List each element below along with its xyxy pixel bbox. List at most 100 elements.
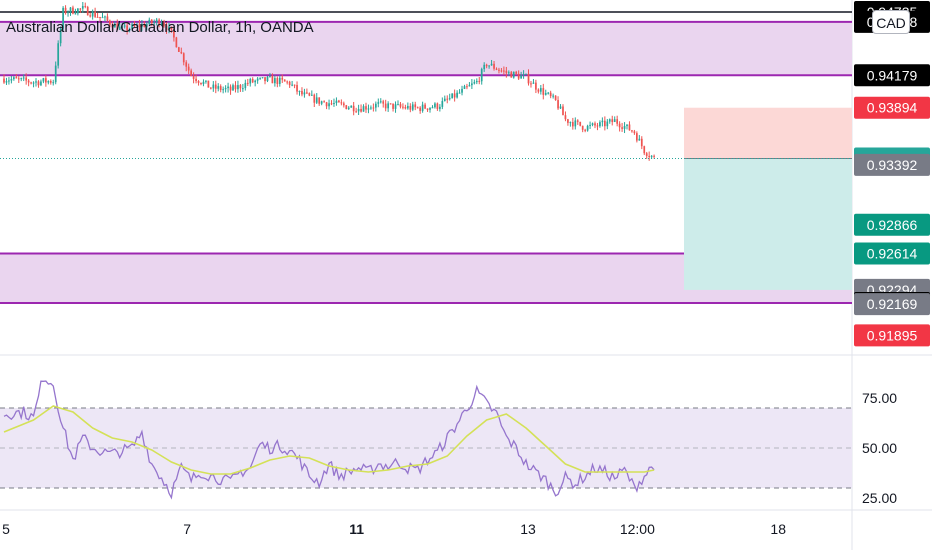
candle-body xyxy=(505,70,508,74)
candle-body xyxy=(517,73,520,79)
candle-body xyxy=(45,78,47,83)
candle-body xyxy=(493,63,495,69)
candle-body xyxy=(532,82,535,84)
candle-body xyxy=(512,71,515,78)
candle-body xyxy=(471,83,473,86)
candle-body xyxy=(49,81,52,83)
candle-body xyxy=(271,76,274,84)
candle-body xyxy=(436,103,439,109)
candle-body xyxy=(345,105,348,110)
candle-body xyxy=(520,75,522,79)
candle-body xyxy=(126,25,128,31)
candle-body xyxy=(291,84,293,86)
currency-button[interactable]: CAD xyxy=(872,10,910,34)
candle-body xyxy=(155,19,158,23)
price-label-box xyxy=(854,64,930,87)
rsi-tick-label: 50.00 xyxy=(862,440,897,456)
candle-body xyxy=(638,138,641,141)
candle-body xyxy=(239,85,242,89)
candle-body xyxy=(650,155,653,157)
time-tick-label: 12:00 xyxy=(620,521,655,537)
candle-body xyxy=(160,22,163,25)
candle-body xyxy=(535,82,537,90)
candle-body xyxy=(141,23,143,28)
price-label-box xyxy=(854,324,930,347)
candle-body xyxy=(397,104,399,106)
candle-body xyxy=(402,106,404,108)
candle-body xyxy=(128,28,131,31)
candle-body xyxy=(399,104,402,107)
candle-body xyxy=(116,23,119,30)
candle-body xyxy=(101,17,104,19)
candle-body xyxy=(52,82,55,84)
candle-body xyxy=(77,8,79,14)
candle-body xyxy=(589,124,591,126)
time-tick-label: 7 xyxy=(183,521,191,537)
candle-body xyxy=(424,104,426,109)
time-tick-label: 11 xyxy=(349,521,364,537)
candle-body xyxy=(475,80,478,83)
candle-body xyxy=(335,100,338,104)
candle-body xyxy=(530,83,532,85)
candle-body xyxy=(507,72,510,74)
candle-body xyxy=(209,87,212,89)
candle-body xyxy=(276,78,279,84)
candle-body xyxy=(232,85,234,91)
candle-body xyxy=(594,123,596,126)
price-label-box xyxy=(854,153,930,176)
candle-body xyxy=(192,75,195,79)
candle-body xyxy=(374,103,377,108)
candle-body xyxy=(274,78,276,84)
candle-body xyxy=(69,7,72,13)
candle-body xyxy=(616,119,619,124)
candle-body xyxy=(500,70,503,72)
price-label-box xyxy=(854,293,930,316)
candle-body xyxy=(434,103,436,108)
candle-body xyxy=(488,65,490,67)
candle-body xyxy=(468,85,471,87)
candle-body xyxy=(20,78,23,80)
candle-body xyxy=(261,77,264,79)
candle-body xyxy=(47,81,50,83)
candle-body xyxy=(318,97,321,104)
candle-body xyxy=(62,7,64,29)
candle-body xyxy=(17,78,20,80)
candle-body xyxy=(365,106,367,110)
rsi-line xyxy=(3,380,655,500)
candle-body xyxy=(562,106,564,116)
chart-title: Australian Dollar/Canadian Dollar, 1h, O… xyxy=(6,19,314,36)
candle-body xyxy=(229,86,232,91)
candle-body xyxy=(347,107,350,110)
candle-body xyxy=(586,125,589,131)
candle-body xyxy=(571,122,574,127)
candle-body xyxy=(567,119,569,123)
candle-body xyxy=(131,24,133,29)
candle-body xyxy=(246,82,249,84)
candle-body xyxy=(227,86,229,89)
candle-body xyxy=(121,26,124,28)
candle-body xyxy=(515,71,518,74)
candle-body xyxy=(453,93,456,98)
time-tick-label: 18 xyxy=(770,521,786,537)
candle-body xyxy=(42,78,45,82)
candle-body xyxy=(406,105,409,109)
candle-body xyxy=(557,100,559,109)
candle-body xyxy=(89,15,92,17)
candle-body xyxy=(463,86,466,89)
candle-body xyxy=(564,115,567,120)
candle-body xyxy=(340,102,343,104)
candle-body xyxy=(234,85,237,90)
candle-body xyxy=(382,101,385,104)
candle-body xyxy=(136,24,138,26)
candle-body xyxy=(485,64,488,67)
candle-body xyxy=(549,92,552,97)
candle-body xyxy=(441,101,444,107)
candle-body xyxy=(569,122,572,124)
candle-body xyxy=(446,98,449,100)
price-label-box xyxy=(854,96,930,119)
candle-body xyxy=(606,121,609,127)
candle-body xyxy=(180,51,183,54)
candle-body xyxy=(579,121,582,126)
